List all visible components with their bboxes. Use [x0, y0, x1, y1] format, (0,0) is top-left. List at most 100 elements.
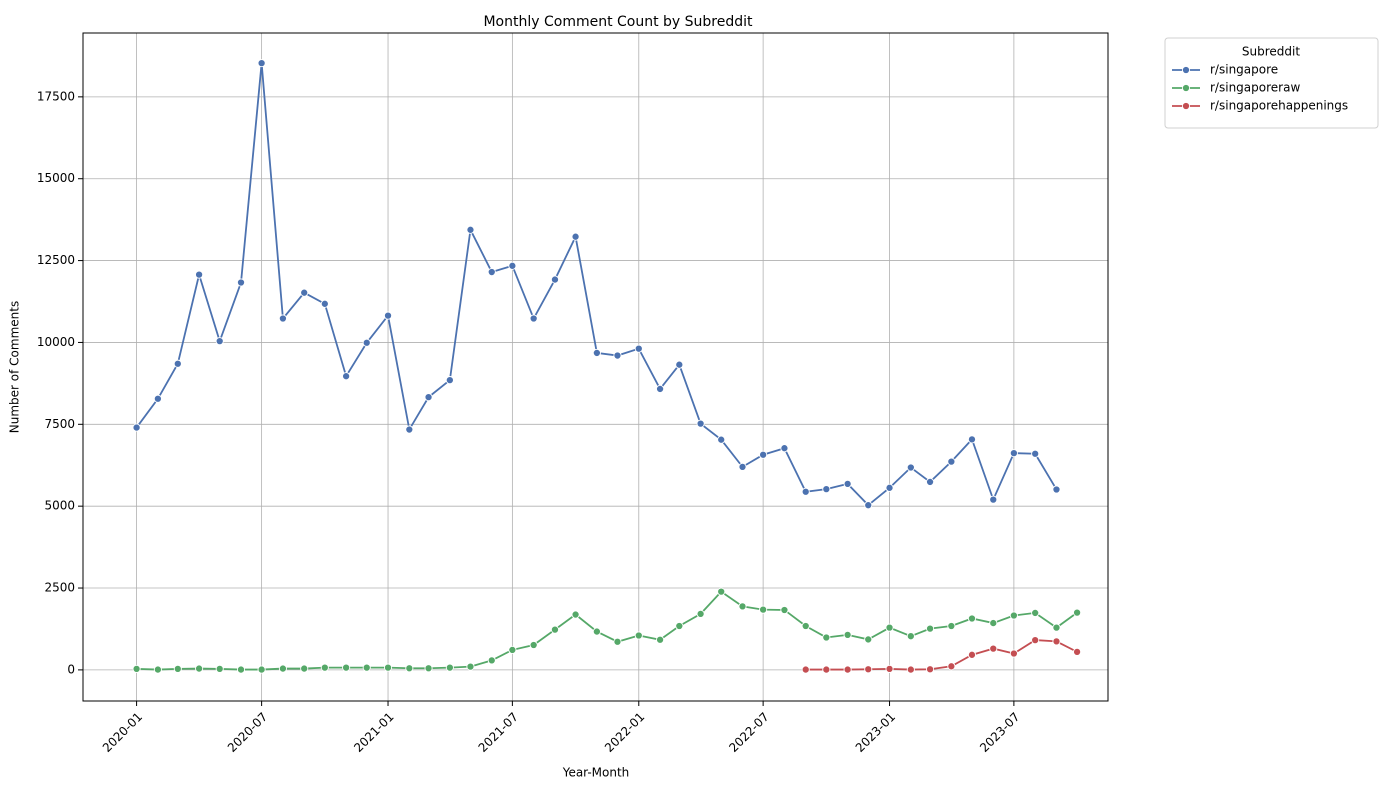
data-point [236, 278, 246, 287]
data-point [738, 462, 747, 471]
data-point [717, 435, 726, 444]
legend: Subreddit r/singapore r/singaporeraw r/sin… [1164, 37, 1379, 129]
legend-marker [1181, 65, 1191, 75]
data-point [592, 348, 601, 357]
data-point [906, 665, 915, 674]
data-point [947, 457, 956, 466]
data-point [1052, 623, 1061, 632]
series-line [135, 63, 1058, 507]
y-tick-label: 7500 [44, 417, 75, 431]
x-tick-label: 2022-07 [726, 710, 771, 755]
legend-marker [1181, 83, 1191, 93]
data-point [278, 314, 287, 323]
legend-title: Subreddit [1242, 45, 1300, 59]
data-point [717, 587, 726, 596]
y-axis: 0 2500 5000 7500 10000 12500 15000 17500 [37, 89, 83, 676]
data-point [132, 664, 141, 673]
data-point [696, 419, 705, 428]
data-point [571, 610, 580, 619]
data-point [529, 314, 538, 323]
data-point [132, 423, 141, 432]
data-point [801, 621, 810, 631]
data-point [780, 605, 789, 615]
x-tick-label: 2020-01 [100, 710, 145, 755]
data-point [1073, 647, 1082, 656]
data-point [320, 663, 329, 672]
data-point [1009, 611, 1018, 620]
data-point [215, 337, 224, 346]
data-point [864, 665, 873, 674]
data-point [656, 635, 665, 644]
legend-label: r/singaporehappenings [1210, 99, 1348, 113]
data-point [822, 485, 831, 494]
data-point [906, 463, 915, 472]
data-point [696, 609, 705, 618]
data-point [864, 635, 873, 644]
data-point [1009, 649, 1018, 658]
data-point [1052, 637, 1061, 646]
data-point [989, 619, 998, 628]
data-point [989, 644, 998, 653]
data-point [967, 614, 977, 623]
data-point [405, 425, 414, 434]
data-point [362, 338, 371, 347]
series-line [805, 639, 1078, 671]
data-point [550, 275, 560, 284]
y-tick-label: 17500 [37, 89, 75, 103]
data-point [383, 311, 393, 320]
data-point [675, 621, 684, 631]
x-tick-label: 2021-07 [476, 710, 521, 755]
data-point [257, 59, 266, 68]
data-point [257, 665, 266, 674]
data-point [843, 630, 852, 639]
data-point [926, 624, 935, 633]
data-point [445, 376, 454, 385]
legend-frame [1164, 37, 1379, 129]
data-point [634, 344, 643, 353]
data-point [843, 665, 852, 674]
data-point [801, 487, 810, 496]
data-point [529, 640, 538, 650]
data-point [759, 450, 768, 459]
data-point [822, 633, 831, 642]
series-r-singaporehappenings [801, 636, 1082, 674]
y-tick-label: 10000 [37, 335, 75, 349]
x-tick-label: 2023-07 [977, 710, 1022, 755]
data-point [383, 663, 393, 672]
data-point [550, 625, 560, 634]
data-point [424, 664, 433, 673]
series-r-singaporeraw [132, 587, 1082, 674]
data-point [885, 664, 894, 673]
data-point [445, 663, 454, 672]
x-tick-label: 2020-07 [225, 710, 270, 755]
data-point [342, 372, 351, 381]
data-point [822, 665, 831, 674]
data-point [926, 665, 935, 674]
data-point [967, 435, 977, 444]
x-tick-label: 2022-01 [602, 710, 647, 755]
x-tick-label: 2023-01 [853, 710, 898, 755]
data-point [153, 665, 162, 674]
data-point [466, 662, 475, 671]
data-point [864, 501, 873, 510]
data-point [508, 261, 517, 270]
data-point [1073, 608, 1082, 617]
y-tick-label: 2500 [44, 581, 75, 595]
data-point [320, 299, 329, 308]
data-point [466, 225, 475, 234]
data-point [1031, 636, 1040, 645]
data-point [1009, 449, 1018, 458]
data-point [843, 479, 852, 488]
x-axis: 2020-01 2020-07 2021-01 2021-07 2022-01 2022-… [100, 701, 1022, 755]
data-point [1052, 485, 1061, 494]
data-point [173, 664, 182, 673]
x-tick-label: 2021-01 [351, 710, 396, 755]
data-point [675, 360, 684, 369]
data-point [613, 637, 622, 646]
data-point [613, 351, 622, 360]
data-point [885, 623, 894, 632]
data-point [989, 495, 998, 504]
legend-label: r/singaporeraw [1210, 81, 1300, 95]
data-point [656, 384, 665, 393]
